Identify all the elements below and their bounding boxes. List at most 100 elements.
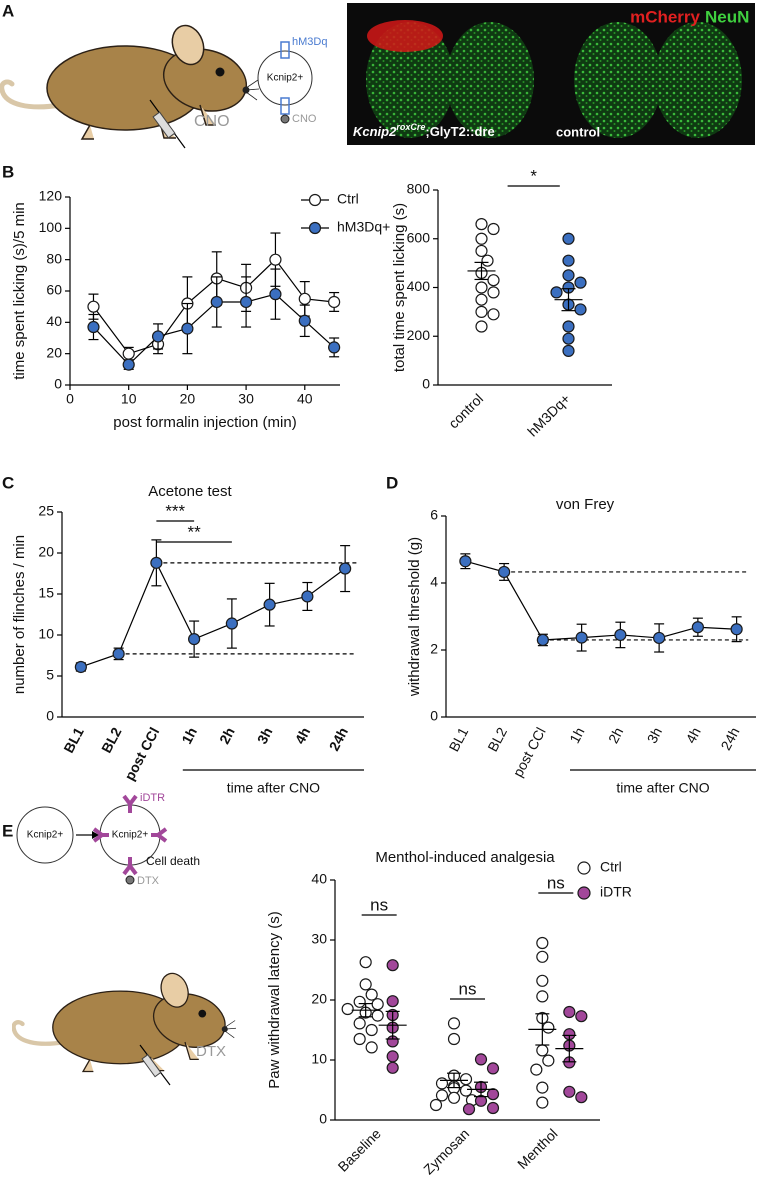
significance-label: *** (165, 501, 185, 520)
data-point (87, 320, 100, 334)
data-point (536, 1081, 549, 1094)
y-tick-label: 40 (311, 871, 327, 887)
data-point (536, 1044, 549, 1057)
data-point (386, 1050, 399, 1063)
x-tick-label: post CCl (121, 725, 162, 783)
control-label: control (556, 124, 600, 139)
injection-label: DTX (196, 1043, 226, 1060)
y-tick-label: 100 (39, 219, 63, 235)
data-point (475, 244, 488, 258)
x-tick-label: 4h (682, 725, 703, 746)
x-tick-label: post CCl (509, 725, 548, 780)
y-tick-label: 20 (311, 991, 327, 1007)
data-point (301, 590, 314, 603)
data-point (371, 1009, 384, 1022)
y-tick-label: 0 (54, 376, 62, 392)
y-axis-label: time spent licking (s)/5 min (11, 202, 28, 380)
x-tick-label: 10 (121, 391, 137, 407)
data-point (530, 1063, 543, 1076)
x-tick-label: 3h (254, 725, 276, 747)
x-tick-label: Menthol (514, 1125, 561, 1172)
x-tick-label: 3h (644, 725, 665, 746)
data-point (365, 1023, 378, 1037)
cell-diagram (257, 41, 313, 124)
stain-label: mCherry (630, 7, 700, 26)
significance-label: ** (188, 522, 202, 541)
data-point (536, 1096, 549, 1109)
significance-label: ns (370, 895, 388, 914)
data-point (328, 341, 341, 354)
panel-label: E (2, 821, 13, 840)
data-point (486, 1062, 500, 1075)
y-tick-label: 200 (407, 327, 431, 343)
chart-title: Acetone test (148, 483, 232, 500)
data-point (653, 631, 666, 645)
receptor-label: iDTR (140, 792, 165, 804)
data-point (486, 1088, 500, 1101)
y-axis-label: withdrawal threshold (g) (406, 537, 423, 697)
injection-label: CNO (194, 113, 230, 130)
legend-marker (577, 886, 591, 900)
cell-death-diagram (16, 794, 168, 885)
data-point (151, 330, 165, 343)
x-tick-label: Zymosan (420, 1125, 472, 1177)
data-point (459, 1073, 473, 1086)
data-point (536, 950, 549, 963)
data-point (150, 556, 163, 569)
data-point (365, 1041, 378, 1054)
panel-label: D (386, 473, 398, 492)
data-point (550, 286, 563, 299)
data-point (542, 1054, 555, 1067)
x-tick-label: BL2 (484, 724, 510, 754)
data-point (353, 1017, 366, 1030)
y-tick-label: 0 (319, 1111, 327, 1127)
data-point (536, 936, 549, 950)
receptor-label: hM3Dq (292, 36, 327, 48)
legend-label: iDTR (600, 884, 632, 900)
data-point (536, 974, 549, 987)
stain-label: NeuN (705, 7, 749, 26)
cell-label: Kcnip2+ (112, 830, 149, 841)
data-point (575, 631, 588, 644)
x-tick-label: 4h (291, 725, 313, 747)
y-tick-label: 40 (46, 313, 62, 329)
y-tick-label: 60 (46, 282, 62, 298)
x-tick-label: Baseline (335, 1125, 384, 1174)
chart-title: von Frey (556, 496, 615, 513)
data-point (462, 1103, 476, 1116)
data-point (371, 998, 384, 1011)
legend-label: Ctrl (337, 191, 359, 207)
data-point (487, 308, 500, 321)
y-tick-label: 0 (430, 708, 438, 724)
legend-marker (308, 221, 322, 235)
y-tick-label: 20 (46, 344, 62, 360)
x-tick-label: 24h (326, 725, 351, 754)
x-axis-label: post formalin injection (min) (113, 414, 296, 431)
data-point (475, 293, 488, 306)
data-point (575, 1091, 588, 1104)
data-point (614, 628, 627, 642)
y-tick-label: 120 (39, 188, 63, 204)
panel-label: A (2, 1, 14, 20)
data-point (181, 322, 194, 335)
data-point (298, 314, 311, 327)
data-point (353, 1032, 366, 1046)
data-point (475, 320, 488, 333)
data-point (536, 990, 549, 1003)
data-point (339, 562, 352, 575)
data-point (447, 1032, 461, 1046)
x-tick-label: 20 (180, 391, 196, 407)
y-tick-label: 6 (430, 507, 438, 523)
data-point (475, 232, 488, 245)
series-line (465, 560, 737, 641)
x-tick-label: BL1 (60, 724, 87, 755)
data-point (263, 598, 276, 611)
data-point (562, 344, 575, 357)
data-point (122, 358, 135, 371)
data-point (574, 303, 587, 316)
data-point (562, 254, 575, 267)
legend-marker (308, 193, 322, 207)
y-axis-label: total time spent licking (s) (391, 203, 408, 372)
data-point (447, 1091, 461, 1104)
